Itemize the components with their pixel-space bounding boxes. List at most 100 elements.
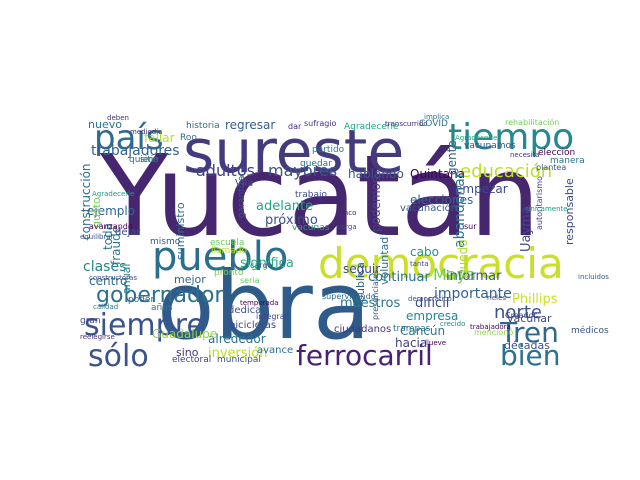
- cloud-word: ejemplo: [87, 204, 135, 218]
- cloud-word: tiempo: [448, 117, 574, 158]
- cloud-word: anual: [120, 264, 133, 294]
- cloud-word: democracia: [318, 239, 564, 288]
- cloud-word: gusto: [90, 197, 103, 228]
- cloud-word: integrar: [256, 312, 289, 321]
- cloud-word: poder: [128, 295, 154, 305]
- cloud-word: calidad: [93, 303, 118, 311]
- cloud-word: COVID: [419, 119, 448, 129]
- cloud-word: pueblo: [152, 234, 288, 280]
- cloud-word: Guadalupe: [152, 327, 217, 341]
- cloud-word: quedar: [300, 159, 332, 169]
- cloud-word: democrático: [408, 295, 452, 303]
- cloud-word: elección: [538, 147, 575, 158]
- cloud-word: sino: [176, 346, 199, 359]
- cloud-word: equilibrar: [80, 233, 114, 241]
- cloud-word: quedó: [456, 239, 470, 277]
- cloud-word: constructoras: [89, 274, 137, 282]
- cloud-word: temporada: [240, 299, 279, 307]
- cloud-word: cabo: [410, 245, 439, 259]
- cloud-word: incluidos: [578, 273, 609, 281]
- cloud-word: regresar: [225, 118, 275, 132]
- cloud-word: municipal: [217, 355, 261, 365]
- cloud-word: plantea: [536, 163, 566, 172]
- cloud-word: vacunas: [292, 223, 330, 233]
- cloud-word: mayores: [268, 161, 337, 180]
- cloud-word: Agradecerle: [92, 190, 134, 198]
- cloud-word: Yucatán: [99, 132, 540, 262]
- cloud-word: dar: [288, 122, 302, 131]
- cloud-word: pronto: [214, 268, 244, 278]
- cloud-word: presenciales: [371, 270, 380, 320]
- cloud-word: llueve: [425, 339, 446, 347]
- cloud-word: cinco: [338, 209, 356, 217]
- cloud-word: fraude: [109, 226, 123, 265]
- cloud-word: garantizar: [237, 172, 247, 218]
- cloud-word: gente: [445, 140, 459, 175]
- cloud-word: reelegirse: [80, 333, 115, 341]
- cloud-word: mejor: [174, 273, 206, 286]
- cloud-word: gran: [80, 316, 101, 326]
- cloud-word: Agradecerle: [344, 122, 399, 132]
- cloud-word: difícil: [415, 296, 449, 311]
- cloud-word: décadas: [504, 339, 550, 352]
- cloud-word: médicos: [571, 325, 609, 336]
- cloud-word: transcurrido: [385, 120, 428, 128]
- cloud-word: tanta: [410, 260, 429, 268]
- cloud-word: alrededor: [208, 332, 266, 346]
- cloud-word: vacunación: [400, 202, 457, 214]
- cloud-word: Creador: [505, 311, 537, 320]
- cloud-word: continuar: [368, 270, 430, 285]
- cloud-word: trabajadores: [91, 143, 180, 159]
- cloud-word: sufragio: [304, 119, 337, 128]
- cloud-word: años: [151, 303, 173, 313]
- cloud-word: adultos: [196, 161, 255, 180]
- cloud-word: significa: [240, 256, 294, 271]
- cloud-word: seguir: [343, 262, 380, 276]
- cloud-word: inversión: [208, 346, 267, 361]
- cloud-word: carga: [337, 223, 357, 231]
- cloud-word: elecciones: [410, 193, 473, 207]
- cloud-word: gobernador: [96, 283, 224, 308]
- cloud-word: Quintana: [410, 167, 465, 181]
- cloud-word: fallar: [144, 131, 175, 145]
- cloud-word: importante: [434, 286, 512, 302]
- cloud-word: trabajadora: [470, 323, 511, 331]
- cloud-word: hacia: [395, 336, 427, 350]
- cloud-word: mismo: [150, 237, 181, 247]
- cloud-word: podemos: [369, 177, 383, 232]
- cloud-word: mediodía: [130, 128, 162, 136]
- cloud-word: construcción: [79, 163, 93, 240]
- cloud-word: Agradecerle: [455, 134, 497, 142]
- cloud-word: cargo: [250, 261, 273, 270]
- cloud-word: Uayma: [519, 206, 534, 252]
- cloud-word: Phillips: [512, 292, 558, 307]
- cloud-word: rieles: [487, 294, 506, 302]
- cloud-word: supervisando: [322, 292, 376, 301]
- cloud-word: autoritarismo: [535, 176, 544, 230]
- cloud-word: adelante: [256, 199, 313, 214]
- cloud-word: avanzando: [89, 222, 133, 231]
- cloud-word: centro: [89, 274, 127, 288]
- cloud-word: historia: [186, 121, 220, 131]
- cloud-word: implica: [424, 113, 449, 121]
- cloud-word: trampas: [393, 324, 431, 334]
- cloud-word: toda: [101, 223, 115, 250]
- cloud-word: Maya: [433, 265, 476, 284]
- cloud-word: necesita: [510, 151, 540, 159]
- cloud-word: crecido: [440, 320, 465, 328]
- cloud-word: ciudadanos: [334, 324, 391, 335]
- cloud-word: educación: [460, 161, 552, 182]
- cloud-word: ferrocarril: [296, 339, 433, 372]
- cloud-word: nuevo: [88, 118, 122, 131]
- cloud-word: vacunar: [507, 312, 552, 325]
- cloud-word: manera: [550, 156, 585, 166]
- cloud-word: quiere: [129, 155, 158, 165]
- cloud-word: llamado: [211, 246, 248, 256]
- cloud-word: sitio: [140, 155, 159, 165]
- cloud-word: próximo: [265, 213, 318, 228]
- cloud-word: deben: [107, 114, 129, 122]
- cloud-word: rehabilitación: [505, 117, 559, 127]
- cloud-word: suministro: [174, 202, 187, 260]
- cloud-word: obra: [157, 252, 370, 361]
